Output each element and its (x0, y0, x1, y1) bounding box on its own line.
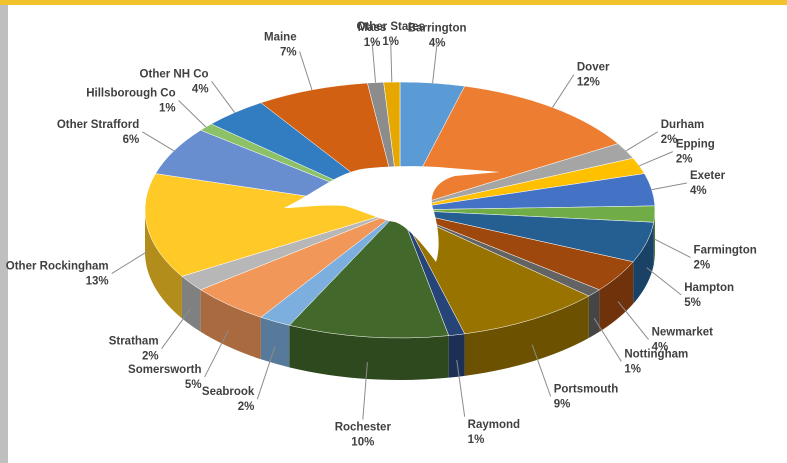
leader-line (654, 238, 691, 258)
slice-value-label: 5% (684, 297, 701, 309)
leader-line (432, 42, 438, 84)
slice-value-label: 4% (690, 185, 707, 197)
slice-label: Raymond (468, 419, 520, 431)
leader-line (651, 182, 688, 191)
slice-value-label: 7% (280, 46, 297, 58)
slice-label: Seabrook (202, 386, 255, 398)
leader-line (625, 131, 658, 152)
slice-value-label: 9% (554, 399, 571, 411)
slice-label: Nottingham (624, 349, 688, 361)
slice-value-label: 2% (676, 154, 693, 166)
slice-value-label: 2% (238, 401, 255, 413)
slice-side (145, 210, 182, 319)
slice-value-label: 1% (624, 364, 641, 376)
slice-side (260, 317, 290, 368)
slice (144, 173, 401, 277)
slice-label: Barrington (408, 22, 467, 34)
leader-line (617, 301, 649, 340)
leader-line (456, 359, 466, 417)
leader-line (362, 362, 368, 420)
leader-line (390, 41, 393, 83)
slice-value-label: 6% (123, 134, 140, 146)
slice-label: Rochester (335, 422, 392, 434)
slice-value-label: 1% (468, 434, 485, 446)
slice-label: Maine (264, 31, 297, 43)
slice-value-label: 4% (652, 342, 669, 354)
slice-label: Stratham (109, 336, 159, 348)
leader-line (593, 317, 622, 362)
leader-line (371, 41, 377, 83)
slice-value-label: 4% (192, 83, 209, 95)
slice-label: Somersworth (128, 364, 202, 376)
slice-label: Farmington (694, 244, 757, 256)
leader-line (299, 51, 313, 91)
leader-line (142, 131, 175, 152)
slice-side (464, 296, 589, 376)
slice-label: Epping (676, 139, 715, 151)
slice (399, 85, 619, 211)
slice-side (588, 289, 600, 339)
leader-line (552, 74, 575, 108)
slice-label: Durham (661, 119, 704, 131)
slice-label: Portsmouth (554, 384, 619, 396)
slice-value-label: 2% (661, 134, 678, 146)
leader-line (646, 267, 682, 296)
leader-line (178, 100, 207, 128)
leader-line (639, 151, 674, 167)
slice-label: Dover (577, 62, 610, 74)
left-border (0, 5, 8, 463)
slice-side (181, 276, 201, 332)
slice (288, 209, 450, 339)
slice-side (448, 333, 465, 378)
slice-label: Other States (356, 21, 424, 33)
slice-value-label: 13% (86, 276, 109, 288)
slice-label: Exeter (690, 170, 726, 182)
slice-value-label: 12% (577, 77, 600, 89)
slice-value-label: 1% (364, 37, 381, 49)
slice-side (599, 261, 634, 332)
slice-side (653, 210, 655, 265)
slice-label: Hillsborough Co (86, 88, 175, 100)
slice-label: Other Strafford (57, 119, 139, 131)
top-border (0, 0, 787, 5)
slice-label: Other NH Co (140, 68, 209, 80)
leader-line (161, 308, 192, 349)
slice-value-label: 10% (351, 437, 374, 449)
slice-side (289, 325, 449, 381)
leader-line (204, 329, 230, 378)
slice-value-label: 5% (185, 379, 202, 391)
slice-label: Other Rockingham (6, 261, 109, 273)
logo-bird (284, 166, 500, 262)
leader-line (531, 344, 552, 397)
slice-side (200, 289, 261, 360)
slice-value-label: 2% (694, 259, 711, 271)
slice-side (633, 222, 654, 304)
pie (144, 81, 656, 381)
slice-label: Mass (358, 22, 387, 34)
leader-line (111, 251, 148, 275)
slice-label: Newmarket (652, 327, 714, 339)
leader-line (256, 346, 276, 400)
slice-label: Hampton (684, 282, 734, 294)
leader-line (211, 81, 236, 113)
slice-value-label: 1% (159, 103, 176, 115)
slice-value-label: 2% (142, 351, 159, 363)
slice (399, 209, 590, 335)
slice-value-label: 4% (429, 37, 446, 49)
slice-value-label: 1% (382, 36, 399, 48)
